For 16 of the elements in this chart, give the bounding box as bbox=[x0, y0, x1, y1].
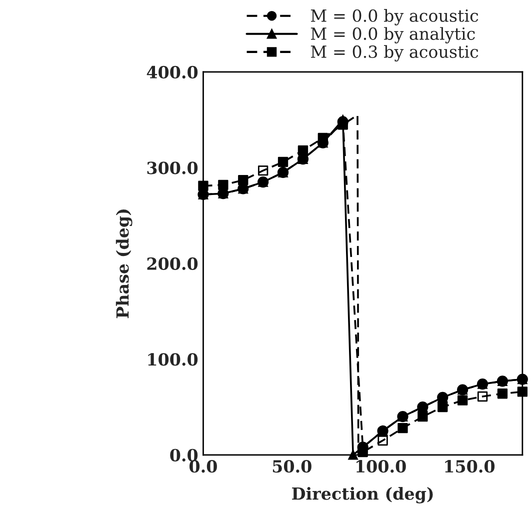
x-tick-label: 150.0 bbox=[445, 460, 495, 473]
y-tick-label: 0.0 bbox=[170, 448, 198, 462]
legend-label: M = 0.0 by acoustic bbox=[310, 9, 478, 26]
x-tick-label: 100.0 bbox=[356, 460, 406, 473]
point bbox=[338, 114, 348, 125]
y-axis-title: Phase (deg) bbox=[116, 210, 132, 318]
x-tick-label: 50.0 bbox=[272, 460, 312, 473]
y-tick-label: 100.0 bbox=[148, 353, 198, 366]
legend-label: M = 0.0 by analytic bbox=[310, 27, 475, 44]
y-tick-label: 400.0 bbox=[146, 66, 198, 79]
y-tick-label: 200.0 bbox=[147, 257, 198, 270]
y-tick-label: 300.0 bbox=[147, 162, 198, 174]
x-tick-label: 0.0 bbox=[190, 460, 217, 473]
x-axis-title: Direction (deg) bbox=[292, 486, 433, 504]
legend-label: M = 0.3 by acoustic bbox=[310, 45, 478, 62]
point bbox=[348, 450, 358, 460]
